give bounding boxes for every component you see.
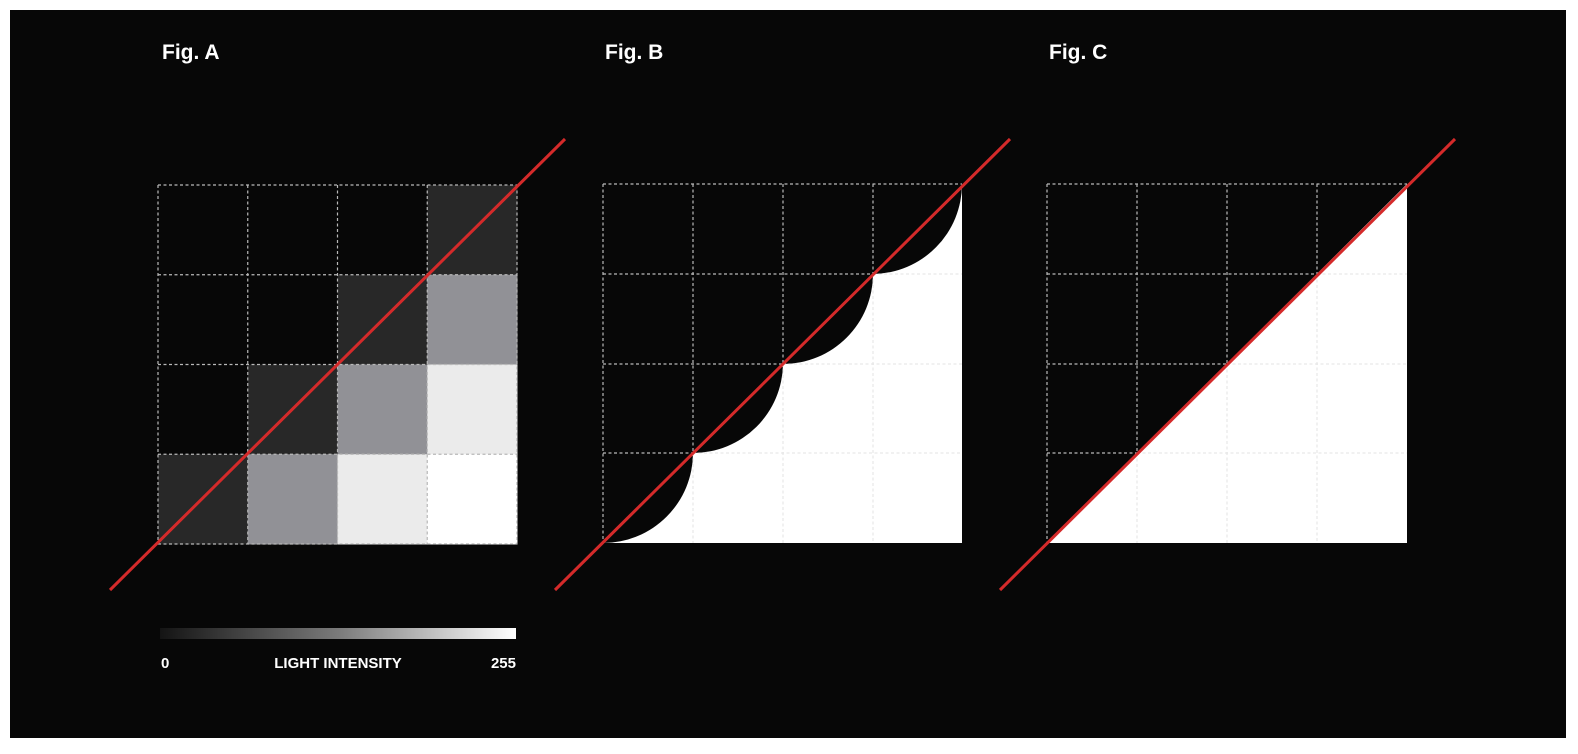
figure-a-cell [337, 454, 428, 545]
figure-a-cell [247, 274, 338, 365]
figure-a-diagonal [108, 137, 567, 592]
figure-a-cell [158, 364, 249, 455]
legend-title: LIGHT INTENSITY [274, 655, 402, 672]
figure-a-title: Fig. A [162, 41, 220, 64]
figure-a-cell [337, 364, 428, 455]
legend-max-label: 255 [491, 655, 516, 672]
intensity-gradient-bar [160, 628, 516, 639]
figure-a-cell [158, 185, 249, 276]
figure-a-cells [158, 185, 518, 545]
intensity-legend: 0 LIGHT INTENSITY 255 [160, 628, 516, 672]
figure-a-cell [427, 274, 518, 365]
figure-a-cell [337, 185, 428, 276]
figure-c-title: Fig. C [1049, 41, 1107, 64]
figure-b-title: Fig. B [605, 41, 663, 64]
figure-b-faint-grid [692, 273, 962, 543]
figure-a-cell [247, 454, 338, 545]
figure-b: Fig. B [553, 41, 1012, 592]
figure-a-cell [427, 454, 518, 545]
figure-b-grid [602, 183, 962, 543]
figure-c: Fig. C [998, 41, 1457, 592]
figure-a-cell [427, 364, 518, 455]
figure-b-white-steps [603, 184, 962, 543]
figure-a-grid [157, 184, 518, 545]
figure-c-diagonal [998, 137, 1457, 592]
figure-c-faint-grid [1136, 273, 1407, 543]
figure-a-cell [158, 274, 249, 365]
figure-a-cell [247, 185, 338, 276]
figure-b-diagonal [553, 137, 1012, 592]
figure-a: Fig. A [108, 41, 567, 592]
figure-c-grid [1046, 183, 1407, 543]
legend-min-label: 0 [161, 655, 169, 672]
